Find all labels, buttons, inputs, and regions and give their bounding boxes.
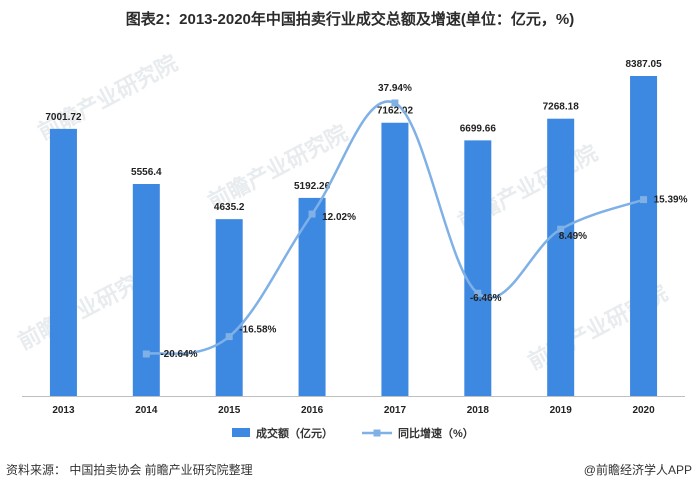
bar-label-2018: 6699.66	[460, 123, 497, 134]
line-point-2016[interactable]	[308, 210, 316, 218]
x-tick-label-2013: 2013	[52, 405, 75, 416]
bar-2020[interactable]	[630, 76, 658, 396]
bar-label-2013: 7001.72	[45, 112, 82, 123]
bar-label-2017: 7162.02	[377, 106, 414, 117]
line-point-2019[interactable]	[557, 225, 565, 233]
x-tick-label-2014: 2014	[135, 405, 158, 416]
bar-label-2020: 8387.05	[625, 59, 662, 70]
line-label-2016: 12.02%	[322, 212, 356, 223]
x-tick-label-2019: 2019	[550, 405, 573, 416]
brand-credit: @前瞻经济学人APP	[583, 463, 692, 477]
line-point-2014[interactable]	[142, 350, 150, 358]
line-label-2015: -16.58%	[239, 325, 276, 336]
bar-2016[interactable]	[298, 197, 326, 396]
line-label-2017: 37.94%	[378, 83, 412, 94]
line-label-2014: -20.64%	[160, 349, 197, 360]
line-label-2019: 8.49%	[559, 231, 587, 242]
bar-2017[interactable]	[381, 122, 409, 396]
bar-2013[interactable]	[49, 128, 77, 396]
bar-2018[interactable]	[464, 140, 492, 396]
line-point-2017[interactable]	[391, 99, 399, 107]
bar-2019[interactable]	[547, 118, 575, 397]
legend-line-label: 同比增速（%）	[398, 426, 474, 440]
line-label-2020: 15.39%	[654, 195, 688, 206]
x-tick-label-2020: 2020	[632, 405, 655, 416]
bar-2015[interactable]	[215, 219, 243, 396]
x-tick-label-2017: 2017	[384, 405, 407, 416]
bar-label-2014: 5556.4	[131, 167, 162, 178]
line-point-2018[interactable]	[474, 289, 482, 297]
line-point-2020[interactable]	[640, 196, 648, 204]
legend-line-marker	[373, 429, 381, 437]
bar-2014[interactable]	[132, 184, 160, 396]
source-note: 资料来源： 中国拍卖协会 前瞻产业研究院整理	[6, 463, 253, 477]
legend-bar-swatch	[232, 428, 250, 437]
line-point-2015[interactable]	[225, 333, 233, 341]
bar-label-2015: 4635.2	[214, 202, 245, 213]
x-tick-label-2018: 2018	[467, 405, 490, 416]
x-tick-label-2016: 2016	[301, 405, 324, 416]
x-tick-label-2015: 2015	[218, 405, 241, 416]
line-label-2018: -6.46%	[470, 293, 502, 304]
bar-label-2016: 5192.26	[294, 181, 331, 192]
bar-label-2019: 7268.18	[543, 102, 580, 113]
legend-bar-label: 成交额（亿元）	[256, 426, 333, 440]
chart-title: 图表2：2013-2020年中国拍卖行业成交总额及增速(单位：亿元，%)	[125, 11, 575, 28]
